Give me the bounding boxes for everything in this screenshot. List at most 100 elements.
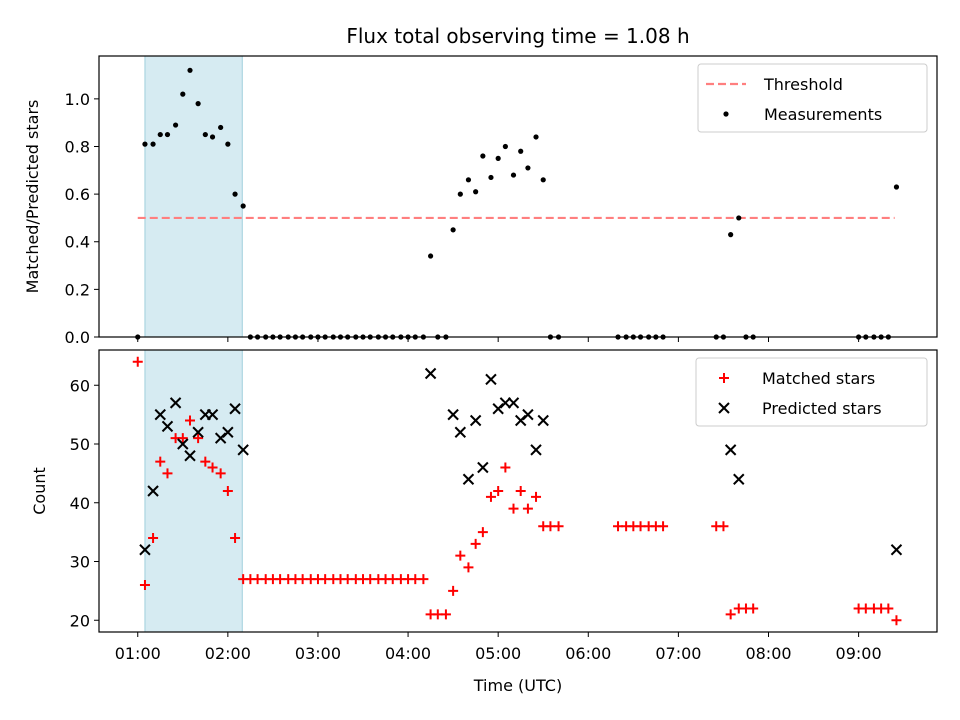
predicted-star-marker [147,485,159,497]
x-tick-label: 03:00 [295,644,341,663]
measurement-point [232,191,238,197]
predicted-star-marker [161,420,174,433]
matched-star-marker [230,533,241,543]
x-tick-label: 05:00 [475,644,521,663]
predicted-star-marker [530,444,542,456]
matched-star-marker [553,521,564,532]
measurement-point [209,134,216,140]
measurement-point [728,232,734,238]
predicted-star-marker [206,408,219,421]
legend-label: Predicted stars [762,399,882,418]
measurement-point [240,203,246,209]
legend: Matched stars Predicted stars [695,357,928,427]
measurement-point [525,165,531,171]
x-axis-label: Time (UTC) [473,676,562,695]
chart-title: Flux total observing time = 1.08 h [346,24,689,48]
measurement-point [172,122,179,128]
predicted-star-marker [177,438,189,450]
measurement-point [488,174,494,181]
predicted-star-marker [499,397,512,409]
x-tick-label: 04:00 [385,644,431,663]
measurement-point [736,215,742,221]
y-tick-label: 30 [70,553,90,572]
axes-frame [98,349,938,633]
matched-star-marker [193,433,204,444]
matched-star-marker [522,503,533,514]
measurement-point [195,101,201,107]
matched-star-marker [493,486,504,496]
x-tick-label: 09:00 [836,644,882,663]
predicted-star-marker [169,397,182,409]
matched-star-marker [185,415,196,426]
matched-star-marker [891,615,902,626]
legend-label: Matched stars [762,369,875,388]
legend-box [695,357,928,427]
predicted-star-marker [522,408,534,421]
measurement-point [218,124,224,131]
bottom-panel: 20 30 40 50 60 01:00 02:00 03:00 04:00 05:00 06:00… [30,349,938,695]
legend-box [697,63,928,133]
matched-star-marker [222,486,233,496]
matched-star-marker [658,521,669,532]
matched-star-marker [883,603,894,614]
measurement-point [495,155,501,161]
matched-star-marker [207,462,218,473]
measurement-point [180,91,186,97]
matched-star-marker [485,491,496,502]
legend: Threshold Measurements [697,63,928,133]
predicted-star-marker [537,414,549,427]
predicted-star-marker [424,367,437,380]
measurement-point [225,141,231,147]
predicted-star-marker [139,544,151,556]
y-tick-label: 40 [70,494,90,513]
measurement-point [142,141,148,147]
predicted-star-marker [724,444,737,456]
measurement-point [427,253,434,259]
legend-predicted-key [718,402,730,414]
predicted-star-marker [469,414,482,427]
measurement-point [502,143,508,150]
top-panel: 0.0 0.2 0.4 0.6 0.8 1.0 Matched/Predicted star… [23,55,938,347]
matched-star-marker [200,456,211,467]
legend-matched-key [719,373,729,383]
matched-star-marker [132,356,143,367]
matched-star-marker [448,585,459,596]
y-tick-label: 0.4 [65,233,90,252]
matched-star-marker [463,562,474,573]
predicted-star-marker [192,426,204,438]
y-tick-label: 50 [70,435,90,454]
y-axis-label: Matched/Predicted stars [23,100,42,294]
measurement-point [473,189,479,195]
matched-star-marker [418,574,429,585]
y-tick-label: 0.8 [65,137,90,156]
measurement-point [450,227,456,233]
predicted-star-marker [454,426,467,438]
predicted-star-marker [447,408,459,421]
measurement-point [533,134,539,140]
measurement-point [157,131,163,138]
matched-star-marker [725,609,736,620]
y-tick-label: 0.0 [65,328,90,347]
y-tick-label: 1.0 [65,90,90,109]
measurement-point [202,131,208,138]
y-tick-label: 0.6 [65,185,90,204]
matched-star-marker [455,550,466,561]
predicted-star-marker [229,403,241,415]
x-tick-label: 01:00 [115,644,161,663]
measurement-point [893,184,900,190]
legend-label: Measurements [764,105,882,124]
legend-label: Threshold [763,75,843,94]
measurement-point [465,177,472,183]
x-tick-label: 07:00 [655,644,701,663]
measurement-point [518,148,524,154]
matched-star-marker [500,462,511,473]
y-tick-label: 60 [70,376,90,395]
predicted-star-marker [890,544,903,556]
matched-star-marker [718,521,729,532]
matched-star-marker [477,527,488,538]
measurement-point [457,191,463,197]
predicted-star-marker [237,444,249,456]
matched-star-marker [515,486,526,496]
predicted-star-marker [733,473,745,485]
x-tick-label: 08:00 [745,644,791,663]
